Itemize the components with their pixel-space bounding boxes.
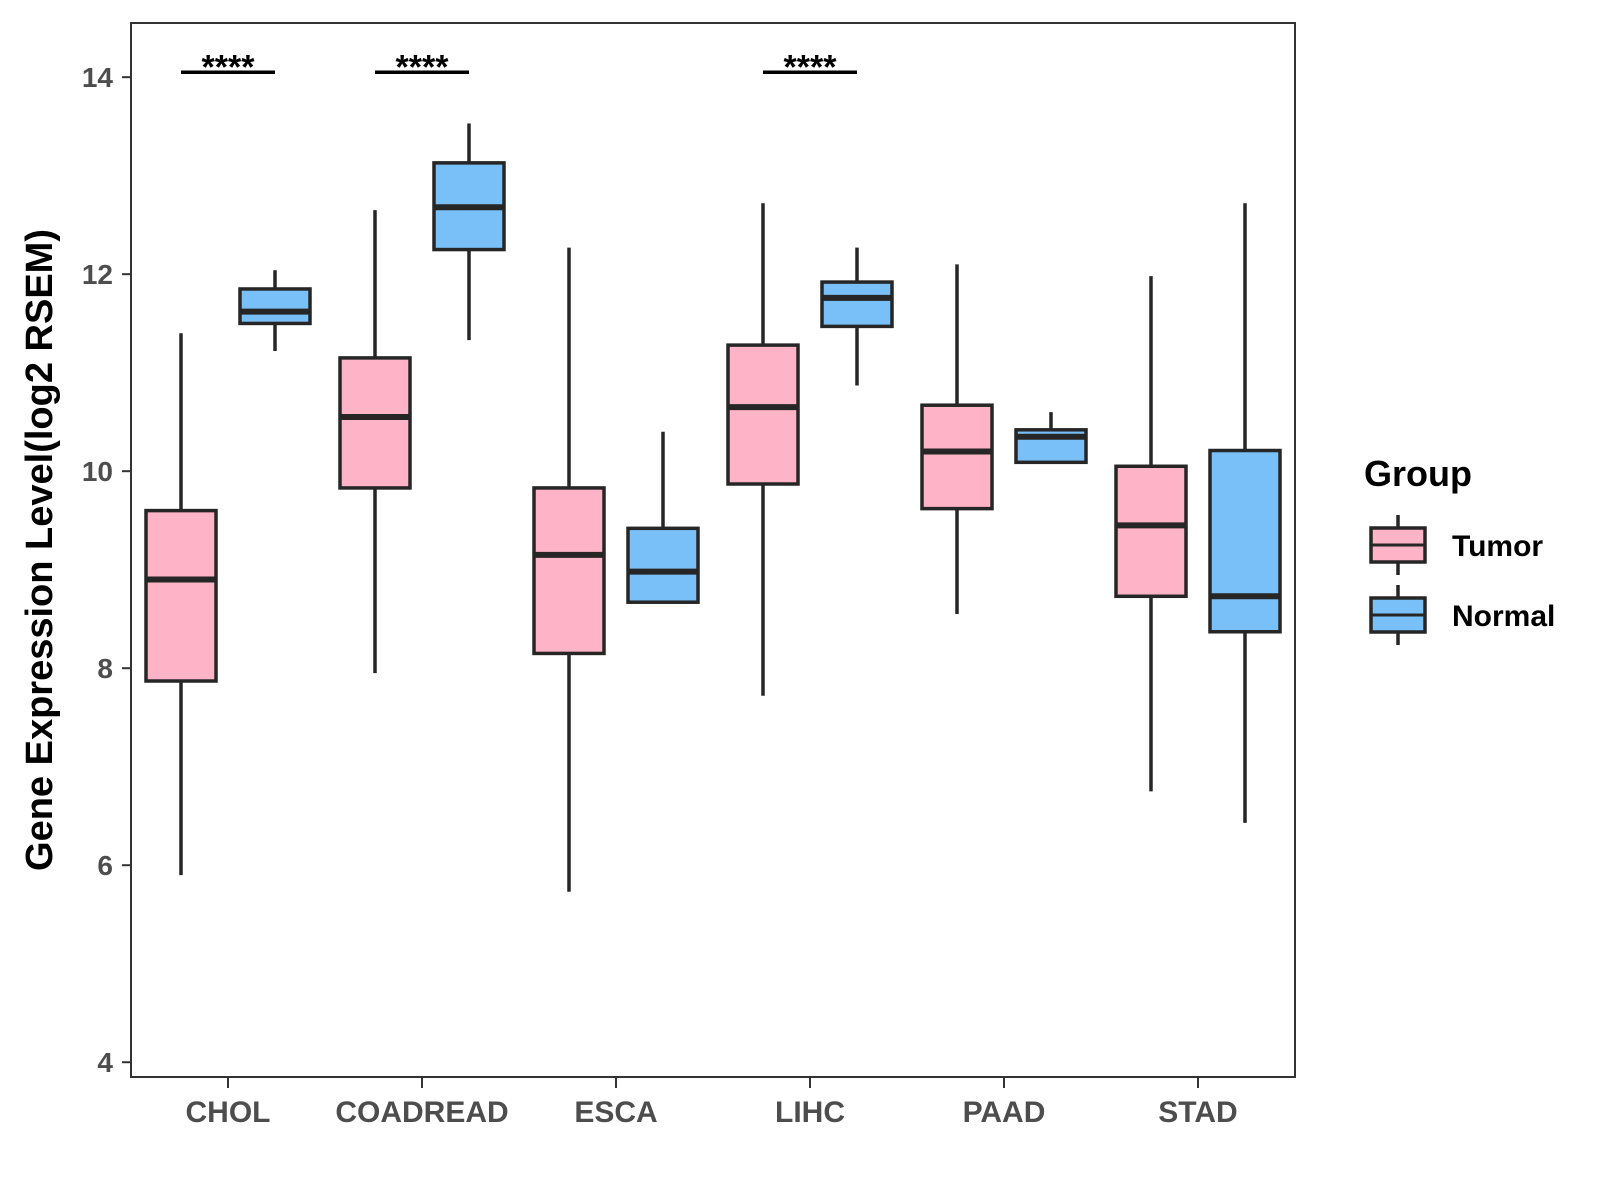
- box-tumor-lihc: [726, 203, 800, 696]
- legend-key-tumor: [1369, 515, 1427, 575]
- iqr-box-tumor-paad: [920, 403, 994, 511]
- iqr-box-normal-chol: [238, 287, 312, 326]
- iqr-box-tumor-stad: [1114, 464, 1188, 599]
- legend-key-normal: [1369, 585, 1427, 645]
- legend-label-tumor: Tumor: [1452, 530, 1543, 563]
- significance-annotations: **** **** ****: [181, 48, 857, 86]
- iqr-box-tumor-esca: [532, 486, 606, 656]
- iqr-box-normal-esca: [626, 526, 700, 604]
- x-axis: CHOL COADREAD ESCA LIHC PAAD STAD: [186, 1077, 1238, 1129]
- iqr-box-tumor-lihc: [726, 343, 800, 486]
- x-tick-label-coadread: COADREAD: [335, 1096, 508, 1129]
- legend-title: Group: [1364, 453, 1472, 494]
- box-normal-paad: [1014, 412, 1088, 465]
- legend: Group Tumor Normal: [1364, 453, 1555, 645]
- x-tick-label-paad: PAAD: [963, 1096, 1046, 1129]
- boxes-layer: [144, 123, 1282, 892]
- sig-label-chol: ****: [202, 48, 256, 86]
- x-tick-label-stad: STAD: [1158, 1096, 1237, 1129]
- sig-label-lihc: ****: [784, 48, 838, 86]
- box-tumor-chol: [144, 333, 218, 876]
- plot-panel-border: [130, 22, 1296, 1078]
- sig-label-coadread: ****: [396, 48, 450, 86]
- box-normal-coadread: [432, 123, 506, 341]
- x-tick-label-esca: ESCA: [574, 1096, 657, 1129]
- y-tick-label-6: 6: [97, 850, 113, 881]
- iqr-box-normal-stad: [1208, 448, 1282, 634]
- box-tumor-esca: [532, 247, 606, 892]
- legend-label-normal: Normal: [1452, 600, 1555, 633]
- box-normal-chol: [238, 270, 312, 352]
- iqr-box-tumor-coadread: [338, 356, 412, 490]
- y-tick-label-4: 4: [97, 1047, 113, 1078]
- y-tick-label-10: 10: [82, 456, 113, 487]
- y-tick-label-8: 8: [97, 653, 113, 684]
- box-tumor-stad: [1114, 276, 1188, 792]
- iqr-box-normal-lihc: [820, 280, 894, 329]
- y-tick-label-12: 12: [82, 259, 113, 290]
- box-normal-esca: [626, 431, 700, 604]
- iqr-box-tumor-chol: [144, 508, 218, 683]
- box-normal-lihc: [820, 247, 894, 386]
- y-axis-title: Gene Expression Level(log2 RSEM): [19, 229, 61, 871]
- y-axis: 4 6 8 10 12 14: [82, 62, 131, 1078]
- y-tick-label-14: 14: [82, 62, 114, 93]
- box-tumor-coadread: [338, 210, 412, 674]
- box-normal-stad: [1208, 203, 1282, 823]
- box-tumor-paad: [920, 264, 994, 615]
- x-tick-label-chol: CHOL: [186, 1096, 271, 1129]
- x-tick-label-lihc: LIHC: [775, 1096, 845, 1129]
